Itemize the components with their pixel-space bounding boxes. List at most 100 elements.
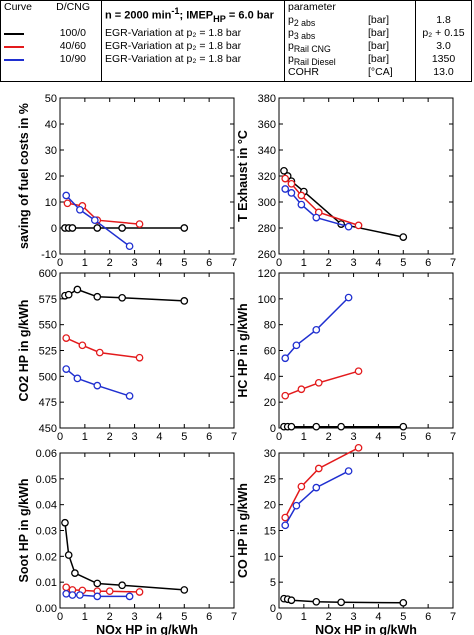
data-point-2-2-1 xyxy=(73,374,82,383)
param-row-3: pRail Diesel [bar] xyxy=(288,53,390,68)
y-tick-label-2-5: 575 xyxy=(39,294,57,306)
param-title: parameter xyxy=(288,1,336,13)
data-point-3-1-2 xyxy=(314,378,323,387)
data-point-1-1-4 xyxy=(354,221,363,230)
y-axis-label-5: CO HP in g/kWh xyxy=(236,483,250,578)
param-value-1: p₂ + 0.15 xyxy=(422,27,465,39)
data-point-1-0-5 xyxy=(399,233,408,241)
x-tick-label-5-7: 7 xyxy=(450,611,456,623)
y-axis-label-0: saving of fuel costs in % xyxy=(17,103,31,249)
data-point-5-0-5 xyxy=(399,598,408,607)
y-tick-label-2-1: 475 xyxy=(39,397,57,409)
data-point-5-1-3 xyxy=(354,443,363,452)
data-point-2-0-2 xyxy=(73,285,82,294)
data-point-4-2-1 xyxy=(68,591,77,599)
x-tick-label-2-2: 2 xyxy=(107,431,113,443)
x-tick-label-2-4: 4 xyxy=(156,431,162,443)
legend-row-2: 10/90 xyxy=(4,53,98,66)
y-tick-label-0-4: 30 xyxy=(45,145,57,157)
legend-swatch-blue xyxy=(4,59,24,61)
legend-ratio-0: 100/0 xyxy=(59,27,86,39)
data-point-1-2-1 xyxy=(287,189,296,197)
x-tick-label-1-3: 3 xyxy=(351,257,357,269)
series-line-0-2 xyxy=(65,194,131,247)
data-point-5-0-3 xyxy=(312,597,321,606)
data-point-5-2-0 xyxy=(281,521,290,530)
param-value-3: 1350 xyxy=(431,53,456,65)
legend-desc-1: EGR-Variation at p₂ = 1.8 bar xyxy=(105,40,242,52)
y-axis-label-1: T Exhaust in °C xyxy=(236,130,250,222)
data-point-2-0-5 xyxy=(180,297,189,305)
data-point-3-0-3 xyxy=(312,422,321,431)
data-point-0-0-4 xyxy=(118,224,126,232)
y-tick-label-1-4: 340 xyxy=(258,145,276,157)
x-tick-label-0-5: 5 xyxy=(181,257,187,269)
data-point-1-2-2 xyxy=(297,200,306,209)
data-point-3-2-0 xyxy=(281,354,290,363)
x-tick-label-4-2: 2 xyxy=(107,611,113,623)
y-tick-label-1-5: 360 xyxy=(258,119,276,131)
data-point-0-2-2 xyxy=(90,216,99,225)
x-tick-label-0-1: 1 xyxy=(82,257,88,269)
x-tick-label-4-4: 4 xyxy=(156,611,162,623)
y-tick-label-2-4: 550 xyxy=(39,320,57,332)
data-point-2-0-3 xyxy=(93,292,102,301)
param-row-2: pRail CNG [bar] xyxy=(288,40,390,55)
y-tick-label-4-6: 0.06 xyxy=(36,448,57,460)
legend-table: Curve D/CNG 100/0 40/60 10/90 n = xyxy=(0,0,472,82)
param-value-0: 1.8 xyxy=(436,14,451,26)
x-tick-label-5-0: 0 xyxy=(276,611,282,623)
data-point-3-1-1 xyxy=(297,385,306,394)
data-point-2-1-2 xyxy=(95,348,104,357)
x-tick-label-3-1: 1 xyxy=(301,431,307,443)
y-tick-label-2-3: 525 xyxy=(39,346,57,358)
legend-params-cell: parameter p2 abs [bar] p3 abs [bar] pRail … xyxy=(284,0,416,82)
y-axis-label-3: HC HP in g/kWh xyxy=(236,303,250,397)
x-tick-label-3-4: 4 xyxy=(375,431,381,443)
legend-swatch-red xyxy=(4,46,24,48)
data-point-3-0-5 xyxy=(399,422,408,431)
plot-frame-4 xyxy=(59,452,235,609)
param-row-0: p2 abs [bar] xyxy=(288,14,390,29)
y-tick-label-1-0: 260 xyxy=(258,249,276,261)
x-tick-label-4-5: 5 xyxy=(181,611,187,623)
legend-col-dcng: D/CNG xyxy=(56,1,90,13)
data-point-0-2-0 xyxy=(62,191,71,200)
x-tick-label-2-5: 5 xyxy=(181,431,187,443)
data-point-2-2-3 xyxy=(125,392,134,400)
x-tick-label-4-0: 0 xyxy=(57,611,63,623)
x-tick-label-0-0: 0 xyxy=(57,257,63,269)
x-tick-label-5-6: 6 xyxy=(425,611,431,623)
data-point-4-0-2 xyxy=(71,569,79,577)
data-point-2-0-4 xyxy=(118,293,126,302)
y-tick-label-2-0: 450 xyxy=(39,423,57,435)
y-tick-label-1-3: 320 xyxy=(258,171,276,183)
data-point-0-2-3 xyxy=(125,242,134,251)
x-tick-label-3-0: 0 xyxy=(276,431,282,443)
data-point-4-0-3 xyxy=(93,579,102,588)
data-point-4-2-0 xyxy=(62,589,71,598)
y-tick-label-3-3: 60 xyxy=(264,346,276,358)
x-tick-label-0-7: 7 xyxy=(231,257,237,269)
x-tick-label-1-7: 7 xyxy=(450,257,456,269)
x-tick-label-5-1: 1 xyxy=(301,611,307,623)
y-tick-label-1-2: 300 xyxy=(258,197,276,209)
data-point-5-0-4 xyxy=(337,598,345,607)
x-tick-label-5-5: 5 xyxy=(400,611,406,623)
series-line-3-2 xyxy=(284,296,350,359)
x-tick-label-2-3: 3 xyxy=(132,431,138,443)
x-tick-label-3-6: 6 xyxy=(425,431,431,443)
data-point-1-2-4 xyxy=(344,222,353,231)
legend-desc-cell: n = 2000 min-1; IMEPHP = 6.0 bar EGR-Var… xyxy=(101,0,285,82)
plot-frame-2 xyxy=(59,272,235,429)
y-axis-label-4: Soot HP in g/kWh xyxy=(17,479,31,583)
series-line-4-1 xyxy=(65,586,140,593)
data-point-4-0-1 xyxy=(64,551,73,559)
series-line-2-1 xyxy=(65,337,140,359)
data-point-1-1-1 xyxy=(287,179,296,188)
x-tick-label-5-2: 2 xyxy=(326,611,332,623)
data-point-3-1-0 xyxy=(281,391,290,400)
data-point-2-0-1 xyxy=(64,290,73,299)
data-point-4-1-0 xyxy=(62,583,71,592)
